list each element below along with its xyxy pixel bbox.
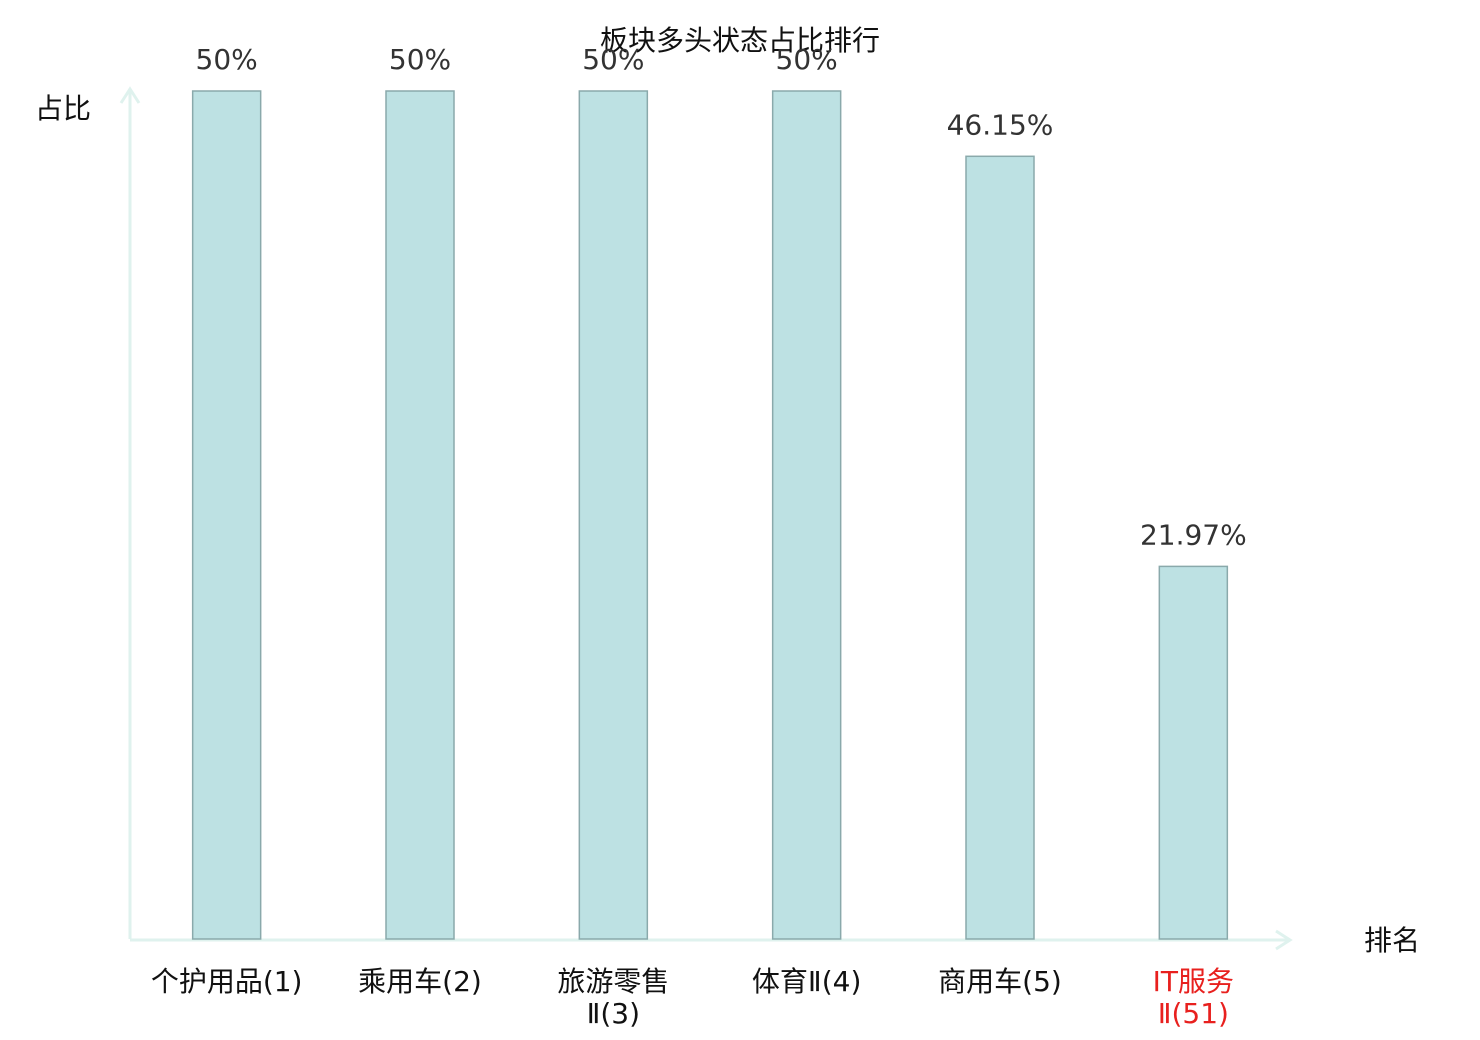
x-tick-label: 个护用品(1) [150, 965, 303, 998]
bar [578, 90, 649, 940]
bar [191, 90, 262, 940]
bar [965, 155, 1035, 940]
value-label: 50% [196, 43, 258, 76]
y-axis [119, 86, 141, 939]
x-tick-label: 乘用车(2) [358, 965, 482, 998]
chart-title: 板块多头状态占比排行 [600, 24, 880, 57]
x-tick-label: 体育Ⅱ(4) [751, 965, 862, 998]
y-axis-label: 占比 [35, 92, 91, 125]
value-label: 46.15% [947, 108, 1054, 141]
value-label: 50% [582, 43, 644, 76]
x-axis [130, 929, 1293, 951]
x-tick-label: IT服务 Ⅱ(51) [1152, 965, 1235, 1030]
bar [385, 90, 455, 940]
x-tick-label: 商用车(5) [938, 965, 1062, 998]
x-axis-label: 排名 [1364, 924, 1420, 957]
value-label: 50% [389, 43, 451, 76]
bar [771, 90, 842, 940]
bar [1158, 565, 1229, 940]
value-label: 21.97% [1140, 518, 1247, 551]
value-label: 50% [776, 43, 838, 76]
x-tick-label: 旅游零售 Ⅱ(3) [557, 965, 670, 1030]
